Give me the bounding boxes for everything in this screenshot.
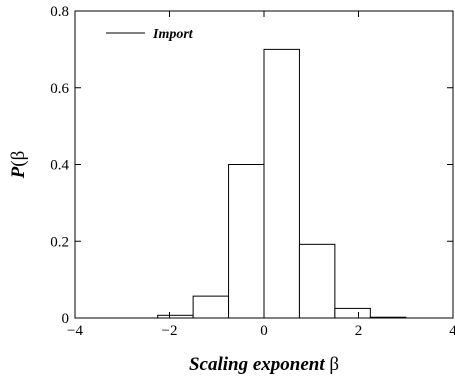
y-axis-title-main: P	[8, 166, 29, 179]
legend: Import	[106, 27, 194, 42]
histogram-bar	[228, 164, 265, 319]
y-tick-label: 0	[62, 311, 70, 327]
x-tick-label: 0	[260, 323, 268, 339]
histogram-bar	[298, 243, 336, 319]
y-tick-label: 0.8	[50, 4, 69, 20]
histogram-bar	[263, 48, 300, 319]
x-axis-title: Scaling exponent β	[189, 354, 339, 375]
x-tick-label: 2	[355, 323, 363, 339]
y-axis-title: P(β	[8, 151, 29, 180]
axis-ticks: −4 −2 0 2 4 0 0.2 0.4 0.6 0.8	[50, 4, 455, 339]
x-axis-title-symbol: β	[329, 354, 339, 375]
x-axis-title-main: Scaling exponent	[189, 354, 329, 375]
histogram-bar	[192, 295, 230, 319]
y-axis-title-open-paren: (	[8, 160, 29, 166]
x-tick-label: 4	[449, 323, 455, 339]
x-tick-label: −4	[67, 323, 83, 339]
x-tick-label: −2	[162, 323, 178, 339]
y-tick-label: 0.6	[50, 81, 69, 97]
y-tick-label: 0.2	[50, 234, 69, 250]
histogram-bar	[334, 307, 371, 319]
y-tick-label: 0.4	[50, 158, 69, 174]
legend-label-import: Import	[152, 27, 194, 42]
histogram-bars	[157, 48, 407, 319]
y-axis-title-symbol: β	[8, 151, 29, 161]
